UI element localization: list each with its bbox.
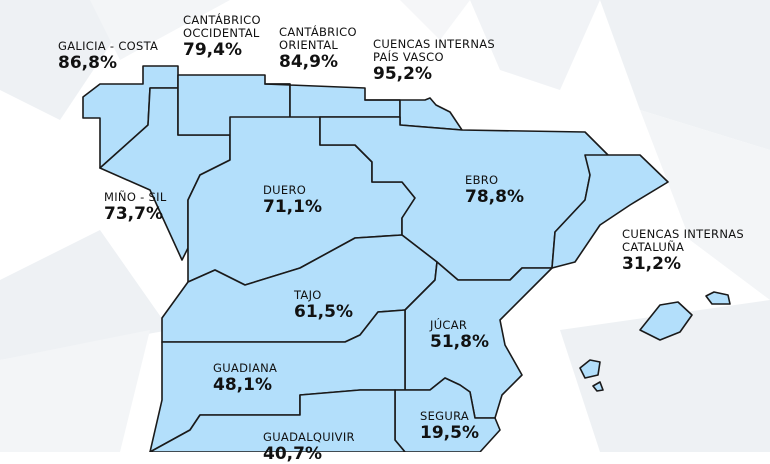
basin-name: CUENCAS INTERNAS CATALUÑA [622, 227, 745, 254]
basin-name: CANTÁBRICO OCCIDENTAL [183, 13, 261, 40]
basin-name: GUADALQUIVIR [263, 430, 355, 444]
basin-value: 61,5% [294, 301, 353, 322]
basin-name: TAJO [294, 288, 322, 302]
region-guadalquivir[interactable] [149, 389, 406, 452]
label-tajo: TAJO 61,5% [294, 289, 353, 322]
basin-name: GALICIA - COSTA [58, 39, 159, 53]
basin-value: 40,7% [263, 443, 322, 464]
label-jucar: JÚCAR 51,8% [430, 319, 489, 352]
basin-name: JÚCAR [430, 318, 468, 332]
label-galicia-costa: GALICIA - COSTA 86,8% [58, 40, 158, 73]
basin-value: 79,4% [183, 39, 242, 60]
basin-name: MIÑO - SIL [104, 190, 167, 204]
basins-map [82, 65, 731, 452]
basin-name: SEGURA [420, 409, 470, 423]
basin-name: DUERO [263, 183, 307, 197]
basin-value: 51,8% [430, 331, 489, 352]
region-cuencas-internas-cataluna[interactable] [551, 154, 669, 269]
basin-value: 84,9% [279, 51, 338, 72]
basin-value: 48,1% [213, 374, 272, 395]
basin-value: 19,5% [420, 422, 479, 443]
region-cuencas-internas-pais-vasco[interactable] [364, 97, 463, 131]
basin-name: CANTÁBRICO ORIENTAL [279, 25, 357, 52]
basin-value: 31,2% [622, 253, 681, 274]
label-cantabrico-oriental: CANTÁBRICO ORIENTAL 84,9% [279, 26, 357, 72]
label-cuencas-internas-pais-vasco: CUENCAS INTERNAS PAÍS VASCO 95,2% [373, 38, 495, 84]
label-duero: DUERO 71,1% [263, 184, 322, 217]
island-mallorca[interactable] [639, 301, 693, 341]
label-cantabrico-occidental: CANTÁBRICO OCCIDENTAL 79,4% [183, 14, 261, 60]
background-decoration [0, 0, 770, 452]
basin-name: CUENCAS INTERNAS PAÍS VASCO [373, 37, 496, 64]
label-cuencas-internas-cataluna: CUENCAS INTERNAS CATALUÑA 31,2% [622, 228, 744, 274]
label-ebro: EBRO 78,8% [465, 174, 524, 207]
basin-name: GUADIANA [213, 361, 278, 375]
island-menorca[interactable] [705, 291, 731, 305]
label-segura: SEGURA 19,5% [420, 410, 479, 443]
basin-name: EBRO [465, 173, 499, 187]
basin-value: 95,2% [373, 63, 432, 84]
basin-value: 78,8% [465, 186, 524, 207]
basin-value: 73,7% [104, 203, 163, 224]
island-formentera[interactable] [592, 381, 604, 392]
island-ibiza[interactable] [579, 359, 601, 379]
label-guadiana: GUADIANA 48,1% [213, 362, 277, 395]
basin-value: 86,8% [58, 52, 117, 73]
label-mino-sil: MIÑO - SIL 73,7% [104, 191, 167, 224]
basin-value: 71,1% [263, 196, 322, 217]
label-guadalquivir: GUADALQUIVIR 40,7% [263, 431, 355, 464]
